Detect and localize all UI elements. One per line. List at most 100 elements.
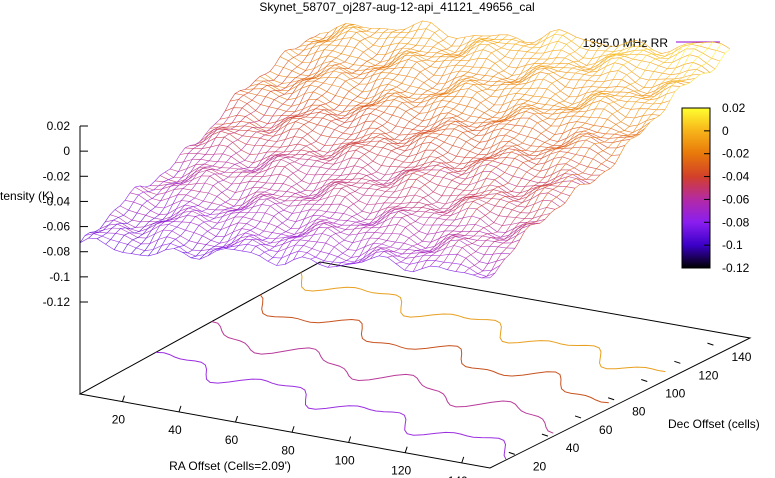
surface-column-segment [539, 162, 546, 172]
surface-column-segment [589, 179, 596, 185]
surface-column-segment [372, 154, 379, 162]
surface-column-segment [699, 72, 706, 75]
surface-column-segment [280, 139, 286, 148]
surface-column-segment [321, 211, 327, 217]
surface-column-segment [477, 122, 483, 128]
surface-column-segment [443, 172, 449, 178]
surface-column-segment [161, 184, 168, 190]
surface-column-segment [327, 188, 334, 198]
surface-column-segment [622, 61, 629, 66]
surface-column-segment [510, 217, 517, 225]
surface-column-segment [341, 220, 348, 226]
surface-column-segment [243, 167, 249, 169]
z-axis-label: Intensity (K) [0, 189, 54, 203]
surface-column-segment [589, 108, 596, 118]
surface-column-segment [484, 184, 490, 192]
surface-column-segment [299, 236, 306, 241]
surface-column-segment [491, 136, 498, 147]
surface-column-segment [326, 84, 333, 92]
surface-column-segment [482, 194, 489, 199]
surface-column-segment [494, 265, 501, 274]
surface-column-segment [198, 200, 204, 206]
surface-column-segment [276, 133, 283, 142]
surface-column-segment [481, 154, 488, 159]
surface-column-segment [337, 132, 344, 139]
surface-column-segment [489, 63, 496, 69]
surface-column-segment [219, 171, 225, 175]
surface-column-segment [517, 202, 523, 207]
surface-column-segment [302, 198, 308, 201]
surface-column-segment [562, 152, 568, 158]
surface-column-segment [637, 49, 644, 55]
surface-column-segment [139, 185, 146, 188]
surface-column-segment [428, 150, 435, 157]
surface-column-segment [440, 203, 446, 210]
surface-column-segment [336, 143, 342, 150]
surface-column-segment [307, 215, 314, 224]
surface-column-segment [328, 70, 334, 78]
surface-column-segment [508, 138, 515, 142]
surface-column-segment [319, 145, 325, 151]
surface-column-segment [393, 184, 400, 193]
surface-column-segment [263, 223, 270, 232]
surface-column-segment [350, 139, 356, 144]
surface-column-segment [337, 38, 343, 46]
surface-column-segment [374, 179, 381, 182]
surface-column-segment [303, 121, 310, 125]
surface-column-segment [574, 184, 581, 189]
surface-column-segment [285, 228, 291, 232]
surface-column-segment [526, 222, 532, 225]
surface-column-segment [338, 97, 345, 106]
surface-column-segment [372, 69, 378, 76]
surface-column-segment [337, 253, 343, 257]
surface-column-segment [549, 67, 555, 69]
surface-column-segment [328, 163, 335, 170]
surface-column-segment [264, 249, 270, 253]
surface-column-segment [364, 113, 371, 122]
surface-column-segment [423, 195, 429, 198]
surface-column-segment [424, 99, 430, 107]
surface-column-segment [619, 86, 626, 93]
surface-column-segment [346, 72, 352, 74]
surface-column-segment [485, 95, 491, 100]
surface-column-segment [348, 87, 355, 92]
surface-column-segment [392, 197, 398, 204]
surface-column-segment [277, 103, 283, 110]
surface-column-segment [470, 251, 476, 255]
surface-column-segment [258, 80, 264, 85]
surface-column-segment [154, 214, 160, 219]
surface-column-segment [502, 182, 509, 186]
surface-column-segment [606, 91, 612, 94]
surface-column-segment [325, 101, 331, 105]
surface-column-segment [682, 43, 688, 47]
surface-column-segment [338, 149, 345, 158]
surface-column-segment [440, 82, 447, 91]
surface-column-segment [147, 223, 153, 229]
surface-column-segment [502, 94, 508, 105]
surface-column-segment [236, 107, 243, 116]
surface-column-segment [298, 50, 304, 56]
surface-column-segment [415, 249, 422, 251]
surface-column-segment [430, 93, 436, 95]
surface-column-segment [323, 77, 329, 84]
surface-column-segment [368, 120, 375, 129]
surface-column-segment [509, 158, 515, 166]
surface-column-segment [552, 164, 558, 175]
surface-column-segment [389, 159, 396, 167]
surface-column-segment [347, 100, 353, 107]
surface-column-segment [311, 219, 317, 226]
surface-column-segment [585, 136, 591, 141]
surface-column-segment [258, 167, 265, 174]
surface-column-segment [219, 111, 226, 120]
surface-column-segment [425, 242, 432, 249]
surface-column-segment [256, 130, 262, 133]
surface-column-segment [166, 216, 172, 221]
surface-column-segment [441, 96, 447, 101]
surface-column-segment [685, 44, 692, 50]
surface-column-segment [494, 239, 500, 242]
surface-row-line [94, 227, 506, 265]
surface-column-segment [363, 72, 370, 79]
surface-column-segment [213, 181, 219, 186]
surface-column-segment [327, 226, 333, 229]
